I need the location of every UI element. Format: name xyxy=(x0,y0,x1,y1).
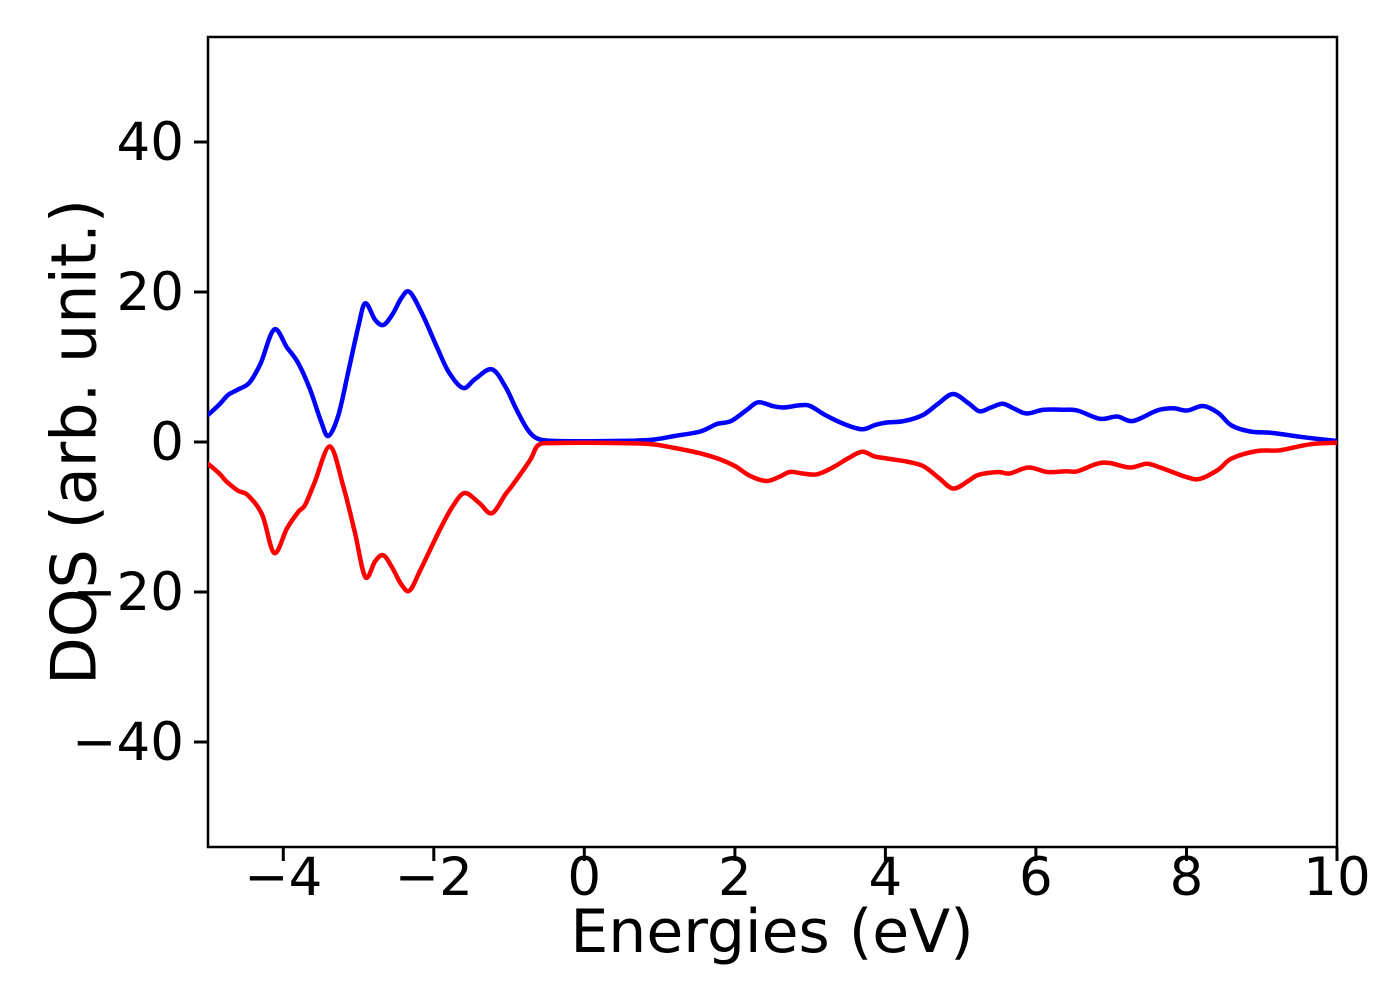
x-tick-label: 10 xyxy=(1303,847,1370,908)
y-tick-label: 0 xyxy=(150,412,184,473)
x-tick-label: 2 xyxy=(718,847,752,908)
plot-series-group xyxy=(208,289,1337,594)
x-tick-label: 0 xyxy=(567,847,601,908)
y-tick-label: 20 xyxy=(117,262,184,323)
y-tick-label: 40 xyxy=(117,112,184,173)
y-tick-label: −40 xyxy=(72,712,184,773)
x-tick-label: 4 xyxy=(869,847,903,908)
blue-curve xyxy=(208,289,1337,444)
x-tick-label: 6 xyxy=(1019,847,1053,908)
x-axis-label: Energies (eV) xyxy=(570,897,973,967)
y-tick-label: −20 xyxy=(72,562,184,623)
x-tick-label: −4 xyxy=(244,847,322,908)
plot-area-spines xyxy=(206,35,1339,849)
y-axis-ticks: −40 −20 0 20 40 xyxy=(72,112,208,773)
x-tick-label: 8 xyxy=(1170,847,1204,908)
x-axis-ticks: −4 −2 0 2 4 6 8 10 xyxy=(244,847,1371,908)
y-axis-label: DOS (arb. unit.) xyxy=(38,199,111,685)
red-curve xyxy=(208,440,1337,594)
x-tick-label: −2 xyxy=(395,847,473,908)
